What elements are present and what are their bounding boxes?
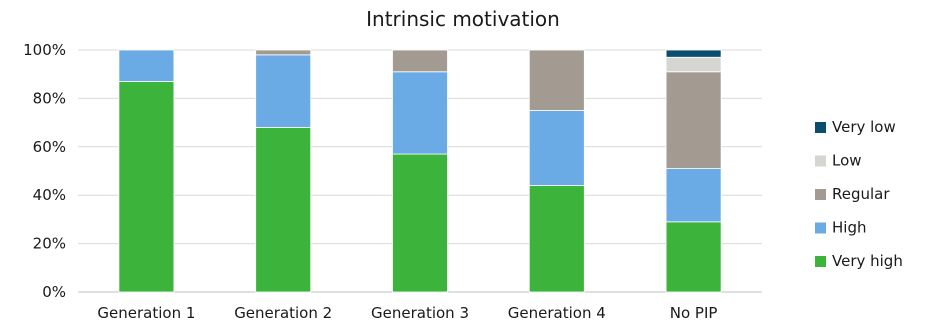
bar-segment <box>528 185 585 293</box>
bar-segment <box>665 49 722 58</box>
x-tick-label: Generation 1 <box>97 304 195 322</box>
bar-segment <box>255 127 312 293</box>
legend-swatch <box>815 189 826 200</box>
legend-label: Very low <box>832 118 896 136</box>
y-tick-label: 20% <box>33 235 66 253</box>
y-tick-label: 80% <box>33 89 66 107</box>
bar-segment <box>392 153 448 293</box>
y-tick-label: 0% <box>42 283 66 301</box>
x-tick-label: Generation 4 <box>508 304 606 322</box>
y-tick-label: 60% <box>33 138 66 156</box>
bar-segment <box>255 54 312 128</box>
bar-segment <box>255 49 312 56</box>
legend: Very low Low Regular High Very high <box>815 118 903 270</box>
bar-segment <box>528 110 585 186</box>
bar-segment <box>665 168 722 223</box>
legend-swatch <box>815 122 826 133</box>
y-tick-label: 100% <box>23 41 66 59</box>
legend-swatch <box>815 155 826 167</box>
legend-swatch <box>815 222 826 234</box>
legend-swatch <box>815 256 826 267</box>
x-tick-label: Generation 2 <box>234 304 332 322</box>
bar-segment <box>528 49 585 111</box>
bar-segment <box>665 56 722 73</box>
bar-segment <box>665 71 722 169</box>
y-tick-label: 40% <box>33 186 66 204</box>
bar-segment <box>392 49 448 73</box>
legend-label: Regular <box>832 185 890 203</box>
y-axis-labels: 0% 20% 40% 60% 80% 100% <box>23 41 66 301</box>
chart-title: Intrinsic motivation <box>366 7 560 31</box>
x-axis-labels: Generation 1 Generation 2 Generation 3 Gene… <box>97 304 717 322</box>
bar-segment <box>392 71 448 155</box>
legend-label: Low <box>832 152 862 170</box>
legend-label: High <box>832 219 866 237</box>
bar-segment <box>118 81 175 293</box>
bar-segment <box>665 221 722 293</box>
bars <box>118 49 722 293</box>
legend-label: Very high <box>832 252 903 270</box>
bar-segment <box>118 49 175 82</box>
x-tick-label: No PIP <box>670 304 718 322</box>
x-tick-label: Generation 3 <box>371 304 469 322</box>
